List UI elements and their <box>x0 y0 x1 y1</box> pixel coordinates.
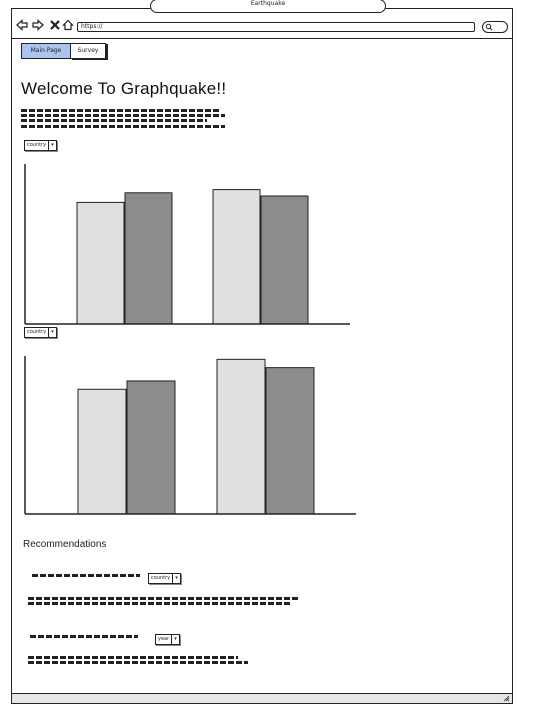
bar-1-series-2 <box>126 380 176 515</box>
tab-survey[interactable]: Survey <box>70 43 106 59</box>
intro-text-placeholder <box>21 109 225 130</box>
forward-icon[interactable] <box>32 19 44 31</box>
recommendation-1-label-placeholder <box>32 574 140 579</box>
search-icon <box>485 23 493 31</box>
toolbar-divider <box>12 38 512 39</box>
window-title: Earthquake <box>250 0 286 7</box>
browser-window: Earthquake https:// Main Page Survey Wel… <box>11 0 513 704</box>
rec2-year-dropdown[interactable]: year ▾ <box>155 634 180 645</box>
close-icon[interactable] <box>49 19 61 31</box>
chart2-country-dropdown[interactable]: country ▾ <box>24 327 57 338</box>
resize-grip-icon[interactable] <box>503 695 510 702</box>
bar-chart-1-svg <box>24 164 350 325</box>
bar-1-series-1 <box>77 388 127 515</box>
bar-2-series-1 <box>216 358 266 515</box>
tab-main-page[interactable]: Main Page <box>21 43 71 59</box>
bar-2-series-1 <box>212 189 261 325</box>
page-content: Main Page Survey Welcome To Graphquake!!… <box>12 40 512 691</box>
status-bar <box>12 693 512 703</box>
dropdown-value: year <box>158 636 170 642</box>
bar-chart-2 <box>24 349 358 516</box>
chevron-down-icon: ▾ <box>48 328 56 337</box>
bar-chart-2-svg <box>24 356 356 515</box>
home-icon[interactable] <box>62 19 74 31</box>
chevron-down-icon: ▾ <box>171 635 179 644</box>
back-icon[interactable] <box>16 19 28 31</box>
url-input[interactable]: https:// <box>77 22 475 32</box>
dropdown-value: country <box>151 575 171 581</box>
page-title: Welcome To Graphquake!! <box>21 79 227 98</box>
bar-1-series-2 <box>124 192 173 325</box>
recommendation-2-text-placeholder <box>28 656 248 666</box>
chevron-down-icon: ▾ <box>48 141 56 150</box>
window-title-bar: Earthquake <box>150 0 386 13</box>
tab-bar: Main Page Survey <box>21 43 106 59</box>
recommendation-1-text-placeholder <box>28 597 300 607</box>
browser-toolbar: https:// <box>12 17 512 39</box>
search-button[interactable] <box>482 21 508 33</box>
bar-2-series-2 <box>260 195 309 325</box>
dropdown-value: country <box>27 329 47 335</box>
dropdown-value: country <box>27 142 47 148</box>
recommendations-heading: Recommendations <box>23 539 107 550</box>
bar-2-series-2 <box>265 367 315 515</box>
bar-chart-1 <box>24 162 352 326</box>
recommendation-2-label-placeholder <box>30 635 138 640</box>
chart1-country-dropdown[interactable]: country ▾ <box>24 140 57 151</box>
bar-1-series-1 <box>76 201 125 325</box>
chevron-down-icon: ▾ <box>172 574 180 583</box>
rec1-country-dropdown[interactable]: country ▾ <box>148 573 181 584</box>
